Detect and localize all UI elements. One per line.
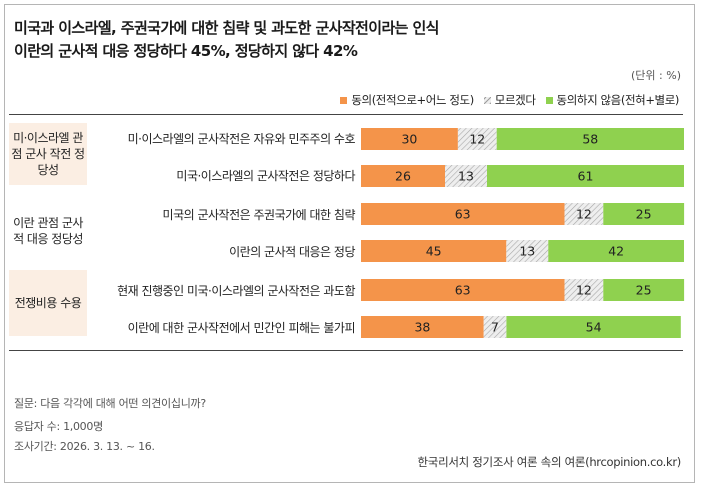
bar-value-label: 25 bbox=[636, 283, 652, 298]
bar-neutral bbox=[457, 128, 497, 150]
bar-agree bbox=[361, 203, 565, 225]
bar-disagree bbox=[487, 165, 684, 187]
bar-neutral bbox=[445, 165, 487, 187]
bar-value-label: 12 bbox=[576, 207, 592, 222]
group-label-us-israel: 미·이스라엘 관점 군사 작전 정당성 bbox=[9, 123, 87, 185]
chart-title-line1: 미국과 이스라엘, 주권국가에 대한 침략 및 과도한 군사작전이라는 인식 bbox=[14, 19, 439, 37]
bar-disagree bbox=[506, 316, 681, 338]
footnote-sample: 응답자 수: 1,000명 bbox=[14, 420, 103, 433]
bar-value-label: 63 bbox=[455, 207, 471, 222]
footnote-period: 조사기간: 2026. 3. 13. ~ 16. bbox=[14, 440, 155, 453]
bar-value-label: 12 bbox=[469, 132, 485, 147]
legend-item-disagree: 동의하지 않음(전혀+별로) bbox=[545, 92, 680, 108]
legend-swatch-neutral bbox=[483, 96, 491, 104]
bar-neutral bbox=[564, 279, 604, 301]
legend-swatch-disagree bbox=[545, 96, 553, 104]
bar-value-label: 25 bbox=[636, 207, 652, 222]
legend-label-neutral: 모르겠다 bbox=[494, 93, 536, 107]
legend-label-disagree: 동의하지 않음(전혀+별로) bbox=[556, 93, 680, 107]
group-label-war-cost: 전쟁비용 수용 bbox=[9, 270, 87, 336]
table-top-rule bbox=[9, 114, 683, 115]
bar-value-label: 26 bbox=[395, 169, 411, 184]
bar-neutral bbox=[506, 240, 549, 262]
row-label: 미국·이스라엘의 군사작전은 정당하다 bbox=[176, 169, 355, 183]
footnote-question: 질문: 다음 각각에 대해 어떤 의견이십니까? bbox=[14, 397, 206, 410]
bar-value-label: 45 bbox=[426, 244, 442, 259]
bar-disagree bbox=[548, 240, 684, 262]
bar-value-label: 13 bbox=[458, 169, 474, 184]
legend-swatch-agree bbox=[340, 96, 348, 104]
bar-value-label: 54 bbox=[586, 320, 602, 335]
bar-value-label: 61 bbox=[578, 169, 594, 184]
row-label: 이란에 대한 군사작전에서 민간인 피해는 불가피 bbox=[127, 321, 356, 335]
bar-value-label: 58 bbox=[582, 132, 598, 147]
bar-disagree bbox=[603, 279, 685, 301]
bar-value-label: 30 bbox=[401, 132, 417, 147]
unit-label: (단위 : %) bbox=[631, 69, 681, 82]
row-label: 미·이스라엘의 군사작전은 자유와 민주주의 수호 bbox=[127, 132, 356, 146]
row-label: 이란의 군사적 대응은 정당 bbox=[229, 245, 355, 259]
table-bottom-rule bbox=[9, 350, 683, 351]
bar-agree bbox=[361, 279, 565, 301]
bar-value-label: 12 bbox=[576, 283, 592, 298]
row-label: 미국의 군사작전은 주권국가에 대한 침략 bbox=[162, 208, 356, 222]
bar-neutral bbox=[483, 316, 507, 338]
bar-agree bbox=[361, 165, 445, 187]
bar-agree bbox=[361, 128, 458, 150]
source-credit: 한국리서치 정기조사 여론 속의 여론(hrcopinion.co.kr) bbox=[417, 455, 682, 469]
group-label-iran: 이란 관점 군사적 대응 정당성 bbox=[13, 216, 83, 246]
row-label: 현재 진행중인 미국·이스라엘의 군사작전은 과도함 bbox=[117, 284, 355, 298]
bar-neutral bbox=[564, 203, 604, 225]
bar-value-label: 38 bbox=[414, 320, 430, 335]
bar-agree bbox=[361, 316, 484, 338]
legend-label-agree: 동의(전적으로+어느 정도) bbox=[351, 93, 474, 107]
bar-value-label: 7 bbox=[491, 320, 499, 335]
legend-item-neutral: 모르겠다 bbox=[483, 92, 536, 108]
legend-item-agree: 동의(전적으로+어느 정도) bbox=[340, 92, 474, 108]
chart-title-line2: 이란의 군사적 대응 정당하다 45%, 정당하지 않다 42% bbox=[14, 42, 358, 60]
bar-agree bbox=[361, 240, 507, 262]
bar-disagree bbox=[496, 128, 684, 150]
bar-disagree bbox=[603, 203, 685, 225]
legend: 동의(전적으로+어느 정도) 모르겠다 동의하지 않음(전혀+별로) bbox=[330, 92, 679, 108]
bar-value-label: 63 bbox=[455, 283, 471, 298]
bar-value-label: 13 bbox=[519, 244, 535, 259]
bar-value-label: 42 bbox=[608, 244, 624, 259]
